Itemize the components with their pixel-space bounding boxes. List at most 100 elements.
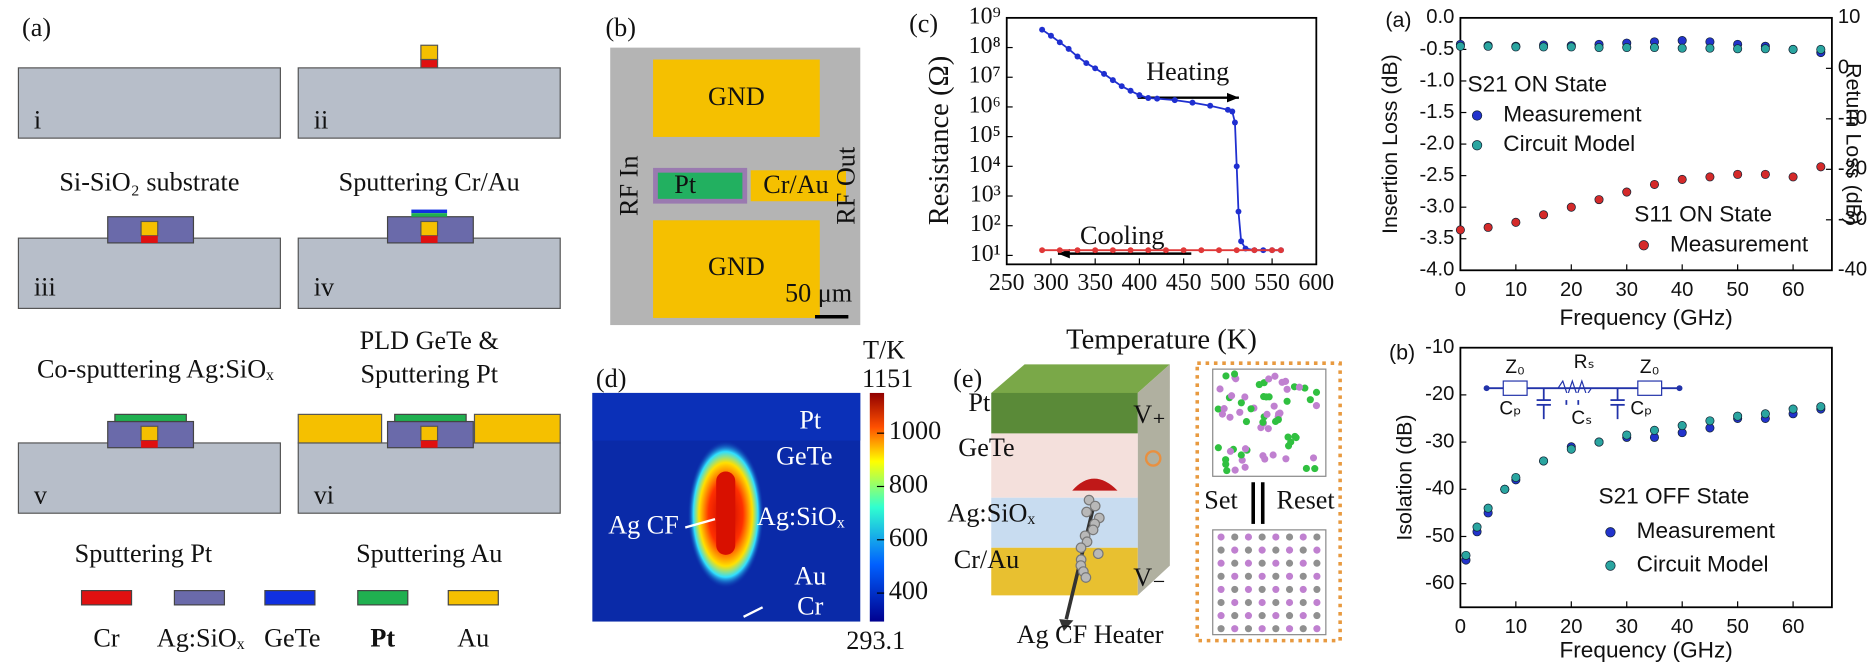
atom [1230, 370, 1239, 378]
y2-tick-label: -10 [1838, 107, 1867, 129]
data-point [1511, 472, 1521, 483]
atom [1313, 598, 1321, 607]
atom [1244, 612, 1253, 620]
x-tick-label: 350 [1077, 270, 1113, 296]
resistor [1637, 380, 1663, 396]
arrow-head [1227, 92, 1239, 103]
au-layer [420, 220, 439, 237]
cr-layer [141, 440, 158, 448]
port-label: RF Out [831, 146, 860, 225]
y-tick-label: 10⁸ [969, 33, 1001, 59]
colorbar-tick-label: 600 [889, 523, 928, 552]
region-label: Pt [799, 406, 822, 435]
atom [1313, 612, 1321, 620]
electrode-label: Pt [674, 170, 697, 199]
colorbar-tick-label: 800 [889, 469, 928, 498]
side-face [1137, 364, 1170, 596]
pt-layer [394, 413, 467, 423]
atom [1285, 598, 1294, 607]
data-point [1127, 87, 1134, 94]
y-tick-label: -60 [1425, 572, 1454, 594]
y-tick-label: -1.0 [1420, 69, 1455, 91]
legend-label: Cr [93, 624, 119, 653]
y-tick-label: -3.0 [1420, 196, 1455, 218]
atom [1258, 546, 1266, 554]
step-caption: Sputtering Au [356, 539, 502, 568]
data-point [1788, 172, 1798, 182]
atom [1244, 546, 1253, 554]
atom [1299, 546, 1307, 554]
x-axis-label: Frequency (GHz) [1559, 305, 1732, 330]
data-point [1483, 222, 1493, 232]
atom [1231, 466, 1239, 474]
y-axis-label: Resistance (Ω) [924, 56, 955, 226]
atom [1241, 445, 1250, 453]
atom [1080, 572, 1092, 583]
y2-axis-label: Return Loss (dB) [1841, 63, 1865, 225]
annotation: Heating [1146, 57, 1229, 86]
atom [1214, 405, 1222, 413]
data-point [1649, 179, 1659, 189]
atom [1237, 451, 1245, 459]
y2-tick-label: -30 [1838, 208, 1867, 230]
x-tick-label: 20 [1560, 279, 1583, 301]
atom [1244, 585, 1253, 593]
data-point [1760, 169, 1770, 179]
x-axis-label: Frequency (GHz) [1559, 637, 1732, 662]
colorbar-min: 293.1 [846, 626, 905, 655]
legend-swatch [264, 590, 316, 606]
legend-title: S21 OFF State [1599, 484, 1750, 509]
legend-marker [1471, 110, 1483, 121]
data-point [1594, 42, 1604, 53]
atom [1231, 533, 1239, 541]
atom [1272, 546, 1280, 554]
atom [1258, 572, 1266, 580]
layout-panel: (b) GND GND Pt Cr/Au RF In RF Out 50 μm [605, 13, 860, 326]
port-label: RF In [615, 156, 644, 216]
legend-swatch [173, 590, 226, 606]
data-point [1461, 550, 1471, 560]
data-point [1118, 83, 1125, 90]
atom [1299, 559, 1307, 567]
atom [1272, 585, 1280, 593]
legend-marker [1605, 560, 1616, 571]
y2-tick-label: 10 [1838, 6, 1861, 28]
atom [1231, 546, 1239, 554]
x-tick-label: 10 [1505, 616, 1528, 638]
atom [1313, 572, 1321, 580]
data-point [1677, 421, 1687, 431]
data-point [1056, 247, 1063, 254]
colorbar [869, 392, 885, 622]
panel-label: (d) [596, 364, 627, 393]
x-tick-label: 30 [1615, 279, 1638, 301]
atom [1231, 559, 1239, 567]
resistor [1502, 380, 1528, 396]
data-point [1180, 247, 1187, 254]
y-tick-label: -1.5 [1420, 101, 1455, 123]
data-point [1092, 65, 1099, 72]
inset-label: Z₀ [1505, 357, 1525, 378]
data-point [1074, 53, 1081, 60]
step-caption: Sputtering Pt [75, 539, 213, 568]
data-point [1109, 77, 1116, 84]
data-point [1216, 247, 1222, 254]
substrate [17, 237, 281, 309]
filament [716, 471, 736, 555]
x-tick-label: 500 [1210, 270, 1246, 296]
atom [1258, 585, 1266, 593]
step-numeral: v [34, 481, 48, 510]
crau-layer [991, 547, 1138, 596]
atom [1272, 625, 1280, 633]
data-point [1154, 95, 1161, 102]
data-point [1566, 444, 1576, 454]
atom [1287, 438, 1295, 446]
y-tick-label: -4.0 [1420, 259, 1455, 281]
legend-label: Pt [370, 624, 395, 653]
chart: 0 10 20 30 40 50 60 -60 -50 -40 -30 -20 -10 (b) Freque… [1389, 336, 1833, 662]
atom [1222, 460, 1230, 468]
substrate [17, 67, 281, 139]
transition-label: Set [1204, 486, 1238, 515]
y-tick-label: 10⁵ [969, 122, 1001, 148]
data-point [1594, 195, 1604, 205]
y-tick-label: 10⁴ [969, 152, 1001, 178]
